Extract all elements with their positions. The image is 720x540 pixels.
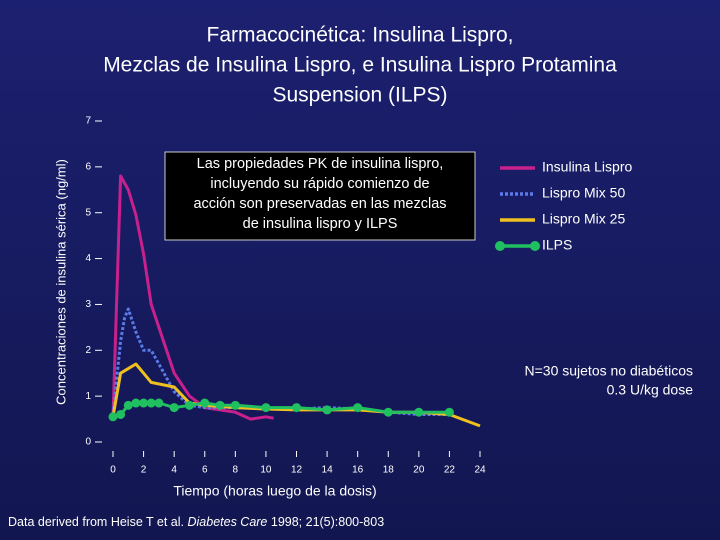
annotation-line: incluyendo su rápido comienzo de: [210, 176, 429, 192]
x-tick-label: 2: [141, 465, 147, 476]
series-marker: [108, 412, 118, 422]
x-tick-label: 10: [260, 465, 272, 476]
annotation-line: de insulina lispro y ILPS: [243, 216, 398, 232]
series-marker: [200, 398, 210, 408]
y-tick-label: 7: [85, 116, 91, 127]
source: Data derived from Heise T et al. Diabete…: [8, 515, 384, 529]
annotation-box: [164, 151, 476, 241]
annotation-line: acción son preservadas en las mezclas: [193, 196, 446, 212]
annotation-line: Las propiedades PK de insulina lispro,: [197, 156, 444, 172]
x-tick-label: 4: [171, 465, 177, 476]
series-line: [111, 174, 274, 421]
title-line: Mezclas de Insulina Lispro, e Insulina L…: [103, 54, 617, 77]
source-part: 1998; 21(5):800-803: [267, 515, 384, 529]
y-tick-label: 3: [85, 299, 91, 310]
legend-marker: [530, 241, 540, 251]
y-tick-label: 5: [85, 207, 91, 218]
source-journal: Diabetes Care: [187, 515, 267, 529]
legend-marker: [495, 241, 505, 251]
series-marker: [383, 407, 393, 417]
x-tick-label: 22: [444, 465, 456, 476]
x-tick-label: 0: [110, 465, 116, 476]
x-tick-label: 14: [322, 465, 334, 476]
legend-label: Lispro Mix 25: [542, 211, 625, 227]
series-marker: [139, 398, 149, 408]
series-marker: [169, 403, 179, 413]
x-tick-label: 16: [352, 465, 364, 476]
title-line: Farmacocinética: Insulina Lispro,: [207, 24, 514, 47]
legend-label: Lispro Mix 50: [542, 185, 625, 201]
x-tick-label: 12: [291, 465, 303, 476]
y-tick-label: 6: [85, 161, 91, 172]
note-line: N=30 sujetos no diabéticos: [525, 363, 694, 379]
y-axis-label: Concentraciones de insulina sérica (ng/m…: [53, 159, 68, 405]
y-tick-label: 0: [85, 437, 91, 448]
series-marker: [123, 400, 133, 410]
x-tick-label: 8: [233, 465, 239, 476]
title-line: Suspension (ILPS): [272, 84, 447, 107]
source-part: Data derived from Heise T et al.: [8, 515, 187, 529]
legend-label: ILPS: [542, 237, 572, 253]
series-marker: [261, 403, 271, 413]
series-marker: [184, 400, 194, 410]
x-tick-label: 6: [202, 465, 208, 476]
x-axis-label: Tiempo (horas luego de la dosis): [173, 483, 376, 499]
x-tick-label: 24: [474, 465, 486, 476]
legend-label: Insulina Lispro: [542, 159, 632, 175]
series-marker: [215, 400, 225, 410]
series-marker: [414, 407, 424, 417]
series-marker: [353, 403, 363, 413]
series-marker: [146, 398, 156, 408]
y-tick-label: 1: [85, 391, 91, 402]
y-tick-label: 4: [85, 253, 91, 264]
x-tick-label: 18: [383, 465, 395, 476]
note-line: 0.3 U/kg dose: [607, 382, 694, 398]
series-marker: [230, 400, 240, 410]
series-marker: [322, 405, 332, 415]
series-marker: [116, 409, 126, 419]
y-tick-label: 2: [85, 345, 91, 356]
series-marker: [292, 403, 301, 413]
series-marker: [154, 398, 164, 408]
series-marker: [131, 398, 141, 408]
series-marker: [444, 407, 454, 417]
x-tick-label: 20: [413, 465, 425, 476]
